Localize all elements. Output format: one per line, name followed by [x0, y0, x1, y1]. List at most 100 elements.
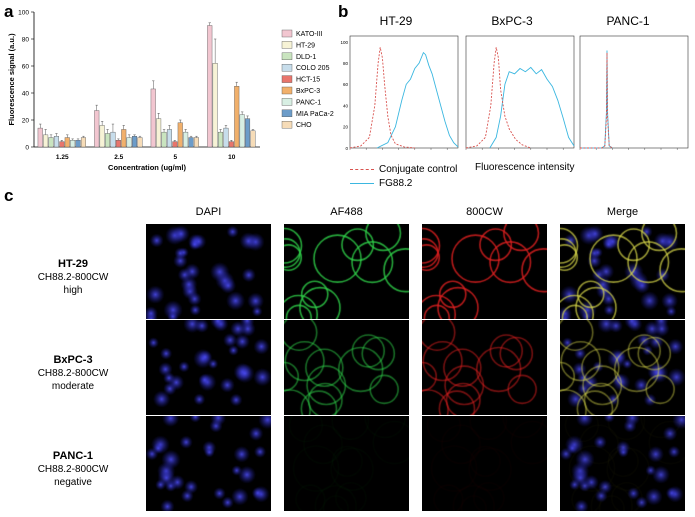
bar — [64, 137, 70, 148]
bar — [48, 137, 54, 148]
micrograph-ht-29-800cw — [422, 224, 547, 319]
plot-frame — [579, 35, 689, 149]
legend-label-fg882: FG88.2 — [379, 177, 413, 189]
flow-histogram-0: 0 20 40 60 80 100 — [340, 35, 459, 151]
panel-letter-b: b — [338, 2, 349, 21]
legend-swatch — [281, 120, 293, 129]
legend-label: DLD-1 — [296, 54, 316, 61]
legend-swatch — [281, 63, 293, 72]
legend-swatch — [281, 109, 293, 118]
bar — [193, 137, 199, 148]
bar — [218, 131, 224, 148]
legend-label: CHO — [296, 122, 312, 129]
micrograph-bxpc-3-merge — [560, 320, 685, 415]
bar — [37, 127, 43, 148]
flow-legend: Conjugate control FG88.2 — [350, 162, 457, 190]
col-head-dapi: DAPI — [195, 206, 222, 218]
y-tick-label: 0 — [345, 146, 348, 151]
y-tick-label: 60 — [22, 64, 30, 71]
legend-label-control: Conjugate control — [379, 163, 458, 175]
bar — [75, 140, 81, 148]
row-label-panc1: PANC-1 CH88.2-800CW negative — [8, 450, 138, 489]
bar — [161, 131, 167, 148]
row-level: negative — [54, 477, 92, 488]
col-head-merge: Merge — [606, 206, 639, 218]
bar — [80, 137, 86, 148]
bar — [59, 141, 65, 148]
micrograph-ht-29-merge — [560, 224, 685, 319]
y-tick-label: 100 — [340, 40, 348, 45]
bar — [121, 129, 127, 148]
panel-letter-a: a — [4, 2, 14, 21]
x-axis-label: Concentration (ug/ml) — [108, 163, 186, 172]
bar — [53, 135, 59, 148]
bar — [43, 134, 49, 148]
plot-frame — [349, 35, 459, 149]
control-histogram — [465, 47, 531, 149]
flow-title-bxpc3: BxPC-3 — [491, 14, 533, 28]
flow-title-ht29: HT-29 — [379, 14, 413, 28]
bar — [223, 127, 229, 148]
flow-histogram-1 — [465, 35, 575, 150]
micrograph-ht-29-af488 — [284, 224, 409, 319]
bar — [115, 140, 121, 148]
bar — [110, 131, 116, 148]
plot-frame — [465, 35, 575, 149]
micrograph-bxpc-3-800cw — [422, 320, 547, 415]
y-tick-label: 80 — [22, 37, 30, 44]
y-tick-label: 40 — [22, 91, 30, 98]
figure-charts: 0 20 40 60 80 100 Fluorescence signal (a.u.) Co… — [7, 10, 689, 172]
bar — [99, 125, 105, 148]
row-cell-line: PANC-1 — [52, 450, 94, 462]
legend-swatch — [281, 86, 293, 95]
bar — [250, 130, 256, 148]
bar — [137, 137, 143, 148]
x-tick-label: 5 — [173, 154, 177, 161]
fg882-histogram — [489, 66, 575, 149]
y-axis-label: Fluorescence signal (a.u.) — [7, 33, 16, 126]
bar — [188, 137, 194, 148]
y-tick-label: 100 — [18, 10, 29, 17]
control-histogram — [580, 52, 613, 149]
row-conjugate: CH88.2-800CW — [37, 272, 109, 283]
legend-label: MIA PaCa-2 — [296, 111, 334, 118]
flow-title-panc1: PANC-1 — [606, 14, 650, 28]
legend-item-fg882: FG88.2 — [350, 176, 457, 190]
legend-line-fg882 — [350, 182, 374, 184]
micrograph-panc-1-dapi — [146, 416, 271, 511]
bar — [207, 25, 213, 148]
row-label-bxpc3: BxPC-3 CH88.2-800CW moderate — [8, 354, 138, 393]
bar — [94, 110, 100, 148]
bar — [245, 118, 251, 148]
legend-label: COLO 205 — [296, 65, 330, 72]
x-tick-label: 2.5 — [114, 154, 123, 161]
row-cell-line: BxPC-3 — [53, 354, 93, 366]
y-tick-label: 20 — [343, 125, 349, 130]
x-tick-label: 10 — [228, 154, 236, 161]
bar — [234, 86, 240, 148]
y-tick-label: 40 — [343, 103, 349, 108]
bar — [239, 114, 245, 148]
legend-item-control: Conjugate control — [350, 162, 457, 176]
bar — [132, 135, 138, 148]
y-tick-label: 20 — [22, 118, 30, 125]
legend-label: KATO-III — [296, 31, 323, 38]
micrograph-bxpc-3-af488 — [284, 320, 409, 415]
micrograph-bxpc-3-dapi — [146, 320, 271, 415]
fg882-histogram — [376, 51, 459, 149]
micrograph-panc-1-af488 — [284, 416, 409, 511]
legend-label: HT-29 — [296, 42, 315, 49]
bar — [150, 88, 156, 148]
col-head-af488: AF488 — [330, 206, 363, 218]
legend-swatch — [281, 29, 293, 38]
y-tick-label: 80 — [343, 61, 349, 66]
x-tick-label: 1.25 — [56, 154, 69, 161]
micrograph-panc-1-merge — [560, 416, 685, 511]
bar — [166, 129, 172, 148]
legend-label: BxPC-3 — [296, 88, 320, 95]
row-conjugate: CH88.2-800CW — [37, 464, 109, 475]
panel-letter-c: c — [4, 186, 14, 205]
flow-histogram-2 — [579, 35, 689, 150]
y-tick-label: 60 — [343, 82, 349, 87]
legend-swatch — [281, 75, 293, 83]
